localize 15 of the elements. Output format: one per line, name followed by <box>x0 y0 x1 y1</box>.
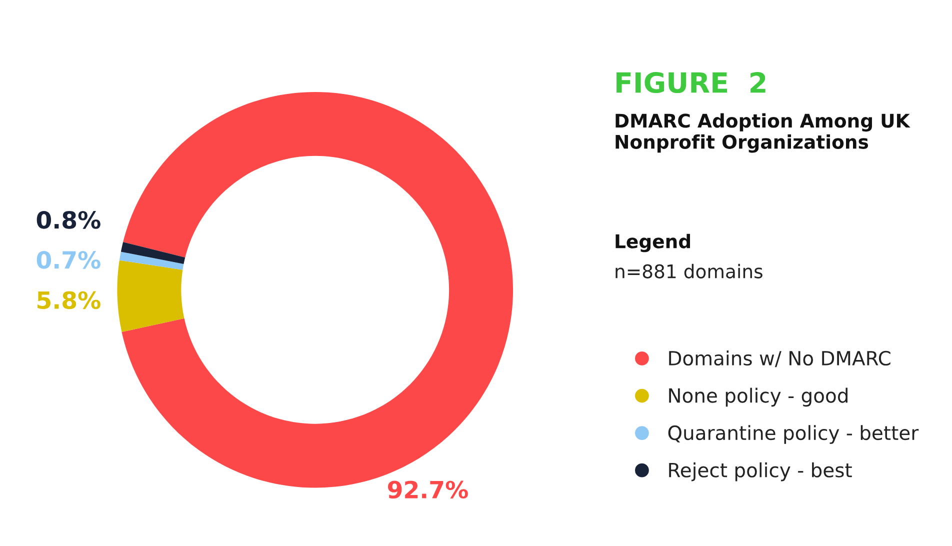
legend-label: Domains w/ No DMARC <box>669 350 890 368</box>
chart-title: FIGURE 2 <box>616 72 766 94</box>
legend-label: None policy - good <box>669 388 848 407</box>
donut-slice <box>117 260 184 332</box>
legend-title: Legend <box>616 234 690 252</box>
data-label: 0.7% <box>36 250 100 269</box>
legend-label: Reject policy - best <box>669 462 852 482</box>
legend-label: Quarantine policy - better <box>668 425 919 444</box>
data-label: 92.7% <box>388 480 468 499</box>
donut-slice <box>119 252 184 270</box>
text: DMARC Adoption Among UK Nonprofit Organizations <box>616 113 910 153</box>
data-label: 5.8% <box>38 291 100 310</box>
data-label: 0.8% <box>36 210 100 229</box>
donut-slice <box>120 242 186 264</box>
text: n=881 domains <box>616 264 762 278</box>
